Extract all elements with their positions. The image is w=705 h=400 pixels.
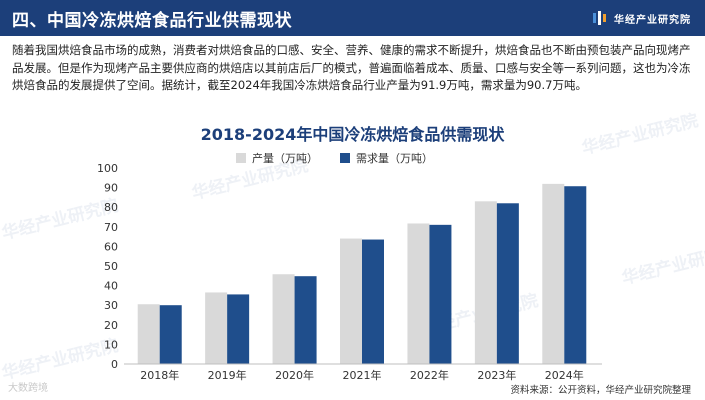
x-tick-label: 2023年: [477, 368, 516, 382]
brand-logo-icon: [593, 11, 606, 25]
bar-production: [137, 304, 160, 364]
bar-demand: [159, 305, 182, 364]
chart-title: 2018-2024年中国冷冻烘焙食品供需现状: [200, 125, 505, 144]
bar-production: [340, 238, 362, 364]
x-tick-label: 2020年: [275, 368, 314, 382]
legend-swatch-demand: [340, 153, 350, 163]
intro-paragraph: 随着我国烘焙食品市场的成熟，消费者对烘焙食品的口感、安全、营养、健康的需求不断提…: [12, 43, 691, 93]
y-tick-label: 50: [104, 260, 118, 273]
bar-production: [542, 183, 565, 364]
header-bar: 四、中国冷冻烘焙食品行业供需现状 华经产业研究院: [0, 0, 705, 36]
bar-production: [205, 292, 228, 364]
chart-legend: 产量（万吨） 需求量（万吨）: [236, 150, 433, 166]
y-tick-label: 20: [104, 319, 118, 332]
legend-label-demand: 需求量（万吨）: [356, 152, 433, 165]
y-tick-label: 100: [97, 162, 118, 175]
page-title: 四、中国冷冻烘焙食品行业供需现状: [12, 11, 292, 31]
legend-swatch-production: [236, 153, 246, 163]
bar-demand: [362, 239, 384, 364]
brand-name: 华经产业研究院: [614, 14, 691, 26]
legend-item-production: 产量（万吨）: [236, 150, 318, 166]
bar-demand: [429, 224, 452, 364]
x-tick-label: 2018年: [140, 368, 179, 382]
bar-demand: [294, 276, 317, 364]
source-note: 资料来源：公开资料，华经产业研究院整理: [510, 385, 691, 396]
x-tick-label: 2021年: [343, 368, 382, 382]
bar-demand: [227, 294, 250, 364]
y-tick-label: 40: [104, 280, 118, 293]
y-tick-label: 30: [104, 299, 118, 312]
y-tick-label: 70: [104, 221, 118, 234]
bar-production: [272, 274, 295, 364]
x-tick-label: 2019年: [208, 368, 247, 382]
x-tick-label: 2024年: [545, 368, 584, 382]
y-tick-label: 80: [104, 201, 118, 214]
y-tick-label: 10: [104, 338, 118, 351]
brand: 华经产业研究院: [592, 11, 691, 26]
bottom-watermark: 大数跨境: [8, 383, 48, 394]
legend-item-demand: 需求量（万吨）: [340, 150, 433, 166]
bar-demand: [564, 186, 587, 364]
x-tick-label: 2022年: [410, 368, 449, 382]
bar-production: [474, 201, 497, 364]
bar-demand: [496, 203, 519, 364]
y-tick-label: 90: [104, 182, 118, 195]
legend-label-production: 产量（万吨）: [252, 152, 318, 165]
bar-production: [407, 223, 430, 364]
y-tick-label: 60: [104, 240, 118, 253]
y-tick-label: 0: [111, 358, 118, 371]
